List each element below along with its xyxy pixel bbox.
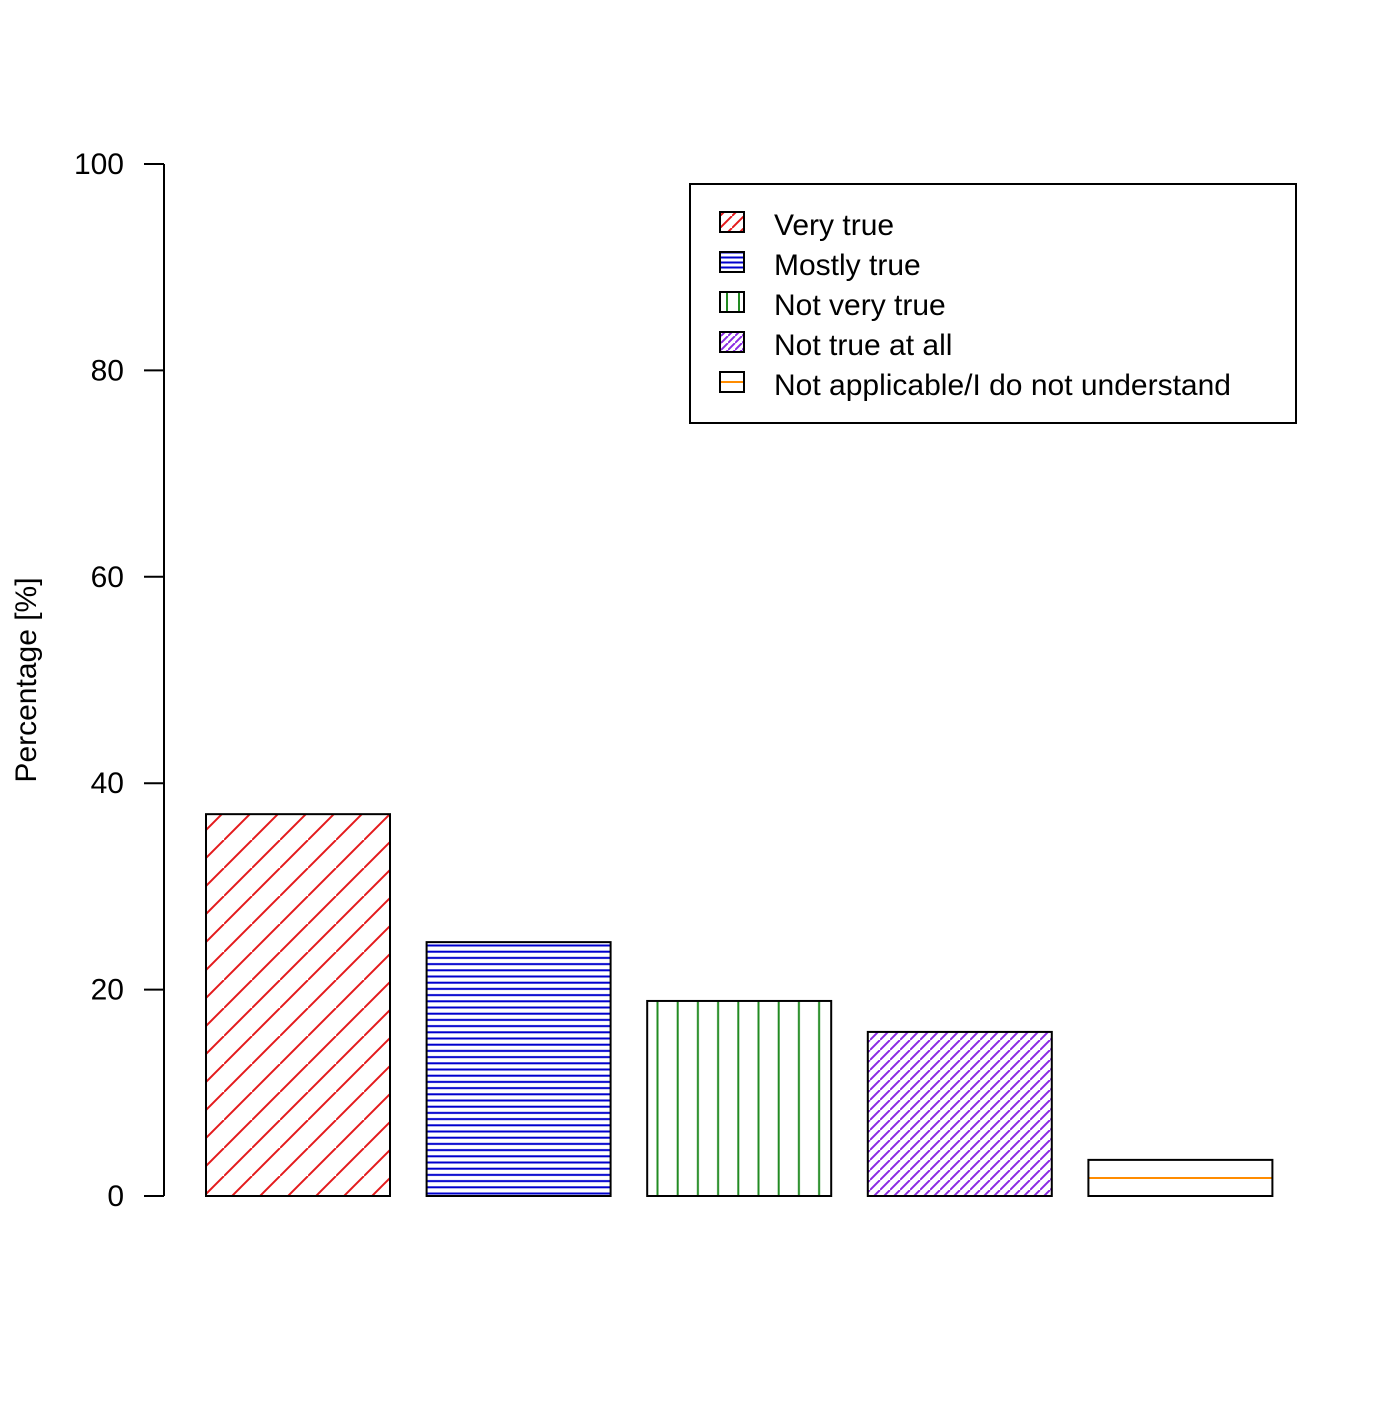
legend-item-not-applicable-i-do-not-understand: Not applicable/I do not understand [719, 369, 1231, 402]
legend-item-very-true: Very true [719, 209, 894, 242]
y-axis-label: Percentage [%] [10, 577, 43, 782]
legend-swatch-hatch [720, 332, 744, 352]
bars-group [205, 813, 1274, 1198]
legend-item-not-true-at-all: Not true at all [719, 329, 952, 362]
y-tick-label: 0 [107, 1180, 124, 1213]
y-axis: 0 20 40 60 80 100 [74, 148, 165, 1213]
legend-swatch [719, 251, 745, 273]
bar-mostly-true-hatch [426, 942, 611, 1196]
legend-swatch-hatch [720, 212, 744, 232]
legend-label: Not true at all [774, 329, 952, 362]
y-tick-label: 100 [74, 148, 124, 181]
legend-box [689, 183, 1297, 424]
legend-item-mostly-true: Mostly true [719, 249, 921, 282]
legend-label: Not very true [774, 289, 946, 322]
bar-very-true [205, 813, 391, 1197]
bar-not-true-at-all-outline [866, 1030, 1053, 1197]
legend-swatch-hatch [720, 252, 744, 272]
legend: Very true Mostly true Not very true Not tru… [689, 183, 1297, 424]
bar-not-true-at-all [866, 1030, 1053, 1197]
bar-mostly-true-outline [425, 941, 612, 1197]
legend-swatch [719, 331, 745, 353]
y-tick-label: 40 [91, 767, 124, 800]
legend-item-not-very-true: Not very true [719, 289, 946, 322]
bar-not-very-true-outline [646, 999, 833, 1198]
legend-swatch [719, 291, 745, 313]
legend-swatch-hatch [720, 292, 744, 312]
legend-label: Not applicable/I do not understand [774, 369, 1231, 402]
legend-label: Very true [774, 209, 894, 242]
y-tick-label: 80 [91, 354, 124, 387]
y-tick-label: 60 [91, 561, 124, 594]
bar-not-very-true-hatch [647, 1000, 832, 1196]
bar-not-applicable-i-do-not-understand-outline [1087, 1158, 1274, 1198]
bar-mostly-true [425, 941, 612, 1197]
y-tick-label: 20 [91, 974, 124, 1007]
bar-not-true-at-all-hatch [867, 1031, 1052, 1196]
legend-swatch [719, 371, 745, 393]
bar-not-applicable-i-do-not-understand [1087, 1158, 1274, 1198]
bar-very-true-outline [205, 813, 391, 1197]
legend-label: Mostly true [774, 249, 921, 282]
bar-very-true-hatch [206, 814, 390, 1196]
bar-not-very-true [646, 999, 833, 1198]
legend-swatch [719, 211, 745, 233]
